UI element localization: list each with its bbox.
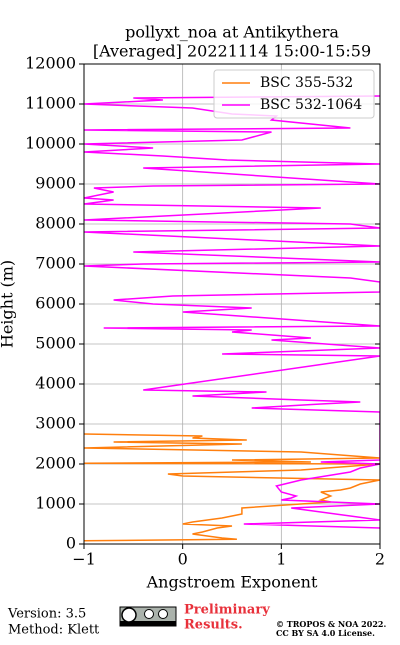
y-tick-label: 6000 [35,294,76,313]
x-tick-label: 0 [178,550,188,569]
series-line [84,95,380,529]
y-tick-label: 4000 [35,374,76,393]
y-tick-label: 12000 [25,54,76,73]
y-tick-label: 9000 [35,174,76,193]
x-tick-label: 1 [276,550,286,569]
plot-lines [84,95,380,542]
copyright: © TROPOS & NOA 2022. [276,619,386,629]
legend-label: BSC 532-1064 [260,97,362,113]
legend-box [213,69,375,119]
y-tick-label: 5000 [35,334,76,353]
x-tick-label: −1 [72,550,96,569]
cc-badge [119,606,177,627]
y-tick-label: 2000 [35,454,76,473]
y-axis-label: Height (m) [0,260,17,348]
version: Version: 3.5 [7,607,86,622]
license: CC BY SA 4.0 License. [276,628,375,638]
notice: Results. [184,618,243,633]
chart-subtitle: [Averaged] 20221114 15:00-15:59 [93,42,371,61]
y-tick-label: 0 [66,534,76,553]
y-tick-label: 11000 [25,94,76,113]
y-tick-label: 7000 [35,254,76,273]
y-tick-label: 3000 [35,414,76,433]
y-tick-label: 8000 [35,214,76,233]
x-tick-label: 2 [375,550,385,569]
legend: BSC 355-532 BSC 532-1064 [213,69,375,119]
chart-title: pollyxt_noa at Antikythera [125,23,339,42]
notice: Preliminary [184,603,270,618]
y-tick-label: 1000 [35,494,76,513]
method: Method: Klett [8,623,100,638]
x-axis-label: Angstroem Exponent [146,573,318,592]
y-tick-label: 10000 [25,134,76,153]
series-line [84,433,380,542]
legend-label: BSC 355-532 [260,75,353,91]
